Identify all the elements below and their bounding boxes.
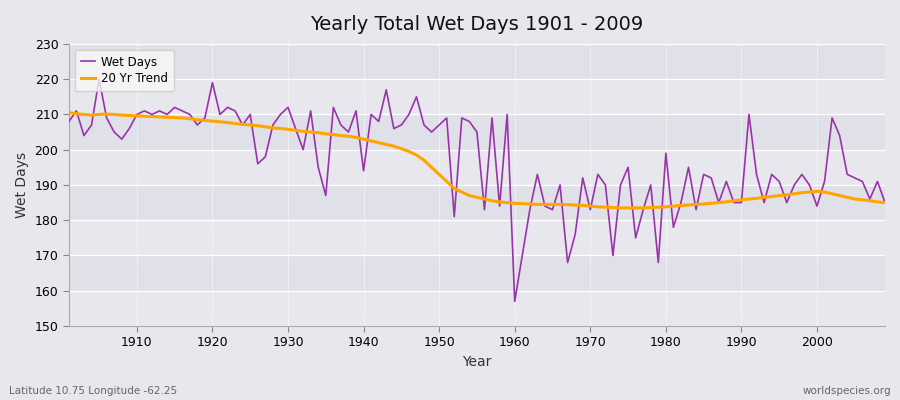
20 Yr Trend — [502, 200, 513, 205]
Wet Days — [517, 253, 527, 258]
Line: 20 Yr Trend: 20 Yr Trend — [68, 113, 885, 208]
Wet Days — [131, 112, 142, 117]
20 Yr Trend — [600, 205, 611, 210]
Bar — [68, 79, 885, 114]
20 Yr Trend — [63, 110, 74, 115]
Legend: Wet Days, 20 Yr Trend: Wet Days, 20 Yr Trend — [75, 50, 174, 91]
20 Yr Trend — [336, 133, 346, 138]
Title: Yearly Total Wet Days 1901 - 2009: Yearly Total Wet Days 1901 - 2009 — [310, 15, 644, 34]
20 Yr Trend — [124, 113, 135, 118]
Wet Days — [509, 299, 520, 304]
20 Yr Trend — [509, 201, 520, 206]
Bar — [68, 150, 885, 185]
20 Yr Trend — [615, 206, 626, 210]
Wet Days — [94, 77, 104, 82]
Text: worldspecies.org: worldspecies.org — [803, 386, 891, 396]
Wet Days — [63, 119, 74, 124]
Bar — [68, 220, 885, 256]
Wet Days — [525, 207, 535, 212]
Wet Days — [615, 182, 626, 187]
20 Yr Trend — [879, 200, 890, 205]
X-axis label: Year: Year — [463, 355, 491, 369]
Wet Days — [298, 147, 309, 152]
20 Yr Trend — [290, 128, 301, 133]
Bar — [68, 291, 885, 326]
Text: Latitude 10.75 Longitude -62.25: Latitude 10.75 Longitude -62.25 — [9, 386, 177, 396]
Line: Wet Days: Wet Days — [68, 79, 885, 301]
Wet Days — [343, 130, 354, 134]
Y-axis label: Wet Days: Wet Days — [15, 152, 29, 218]
Wet Days — [879, 200, 890, 205]
